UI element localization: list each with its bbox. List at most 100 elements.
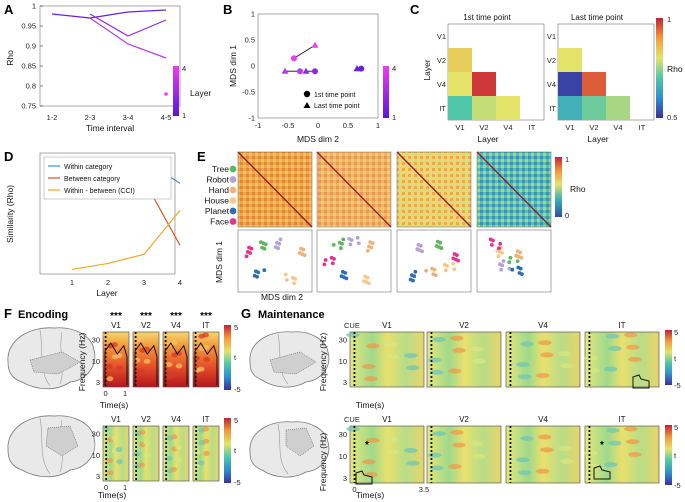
- category-label-e: Hand: [209, 185, 230, 195]
- panel-label-c: C: [410, 2, 420, 17]
- mds-point-e: [330, 261, 335, 266]
- x-axis-label-d: Layer: [96, 288, 117, 298]
- layer-title: V4: [171, 321, 181, 330]
- y-tick-label-b: -1: [248, 114, 255, 123]
- colorbar-f-top: [224, 325, 231, 390]
- panel-b: B -1 -0.5 0 0.5 1-1-0.500.51 1st time point …: [223, 2, 396, 144]
- last-timepoint-marker: [353, 65, 361, 72]
- colorbar-mid-f: t: [234, 353, 237, 362]
- mds-point-e: [501, 259, 506, 263]
- mds-point-e: [370, 241, 375, 246]
- tf-map: [349, 425, 425, 484]
- category-dot-icon: [229, 197, 237, 204]
- colorbar-bottom-f: -5: [234, 385, 241, 394]
- mds-box-v2: [316, 229, 392, 293]
- tf-blob: [404, 353, 418, 359]
- category-label-e: Planet: [205, 206, 230, 216]
- y-tick-label-a: 0.75: [21, 102, 36, 111]
- panel-label-d: D: [4, 149, 13, 164]
- category-dot-icon: [229, 176, 237, 183]
- mds-point-e: [285, 278, 289, 282]
- col-label-c: V1: [455, 123, 464, 132]
- tf-blob: [452, 442, 466, 448]
- title-first-c: 1st time point: [463, 13, 511, 22]
- row-label-c: V1: [437, 32, 446, 41]
- mds-point-e: [302, 253, 307, 258]
- x-tick-label-b: -0.5: [282, 121, 295, 130]
- mds-point-e: [283, 272, 288, 277]
- tf-blob: [558, 445, 572, 451]
- legend-d: [43, 156, 172, 200]
- colorbar-mid-g: t: [674, 354, 677, 363]
- tf-blob: [197, 366, 205, 372]
- tf-map: [349, 331, 425, 388]
- tf-blob: [175, 457, 183, 463]
- y-tick-label: 30: [339, 336, 347, 345]
- tf-blob: [608, 346, 622, 351]
- mds-point-e: [301, 247, 306, 252]
- tf-blob: [175, 351, 182, 357]
- colorbar-top-b: 4: [392, 64, 396, 73]
- mds-point-e: [518, 266, 523, 271]
- tf-blob: [138, 368, 145, 374]
- tf-blob: [346, 426, 360, 432]
- significance-stars: ***: [170, 311, 182, 322]
- tf-blob: [516, 457, 530, 463]
- tf-blob: [624, 332, 638, 338]
- series-point-a: [164, 92, 168, 96]
- x-axis-label-a: Time interval: [86, 123, 134, 133]
- mds-point-e: [413, 269, 418, 274]
- y-axis-label-f: Frequency (Hz): [77, 333, 87, 392]
- y-tick-label: 30: [92, 336, 100, 345]
- row-label-c: V2: [437, 56, 446, 65]
- colorbar-top-a: 4: [182, 64, 186, 73]
- mds-point-e: [444, 268, 448, 273]
- category-dot-icon: [229, 165, 237, 173]
- significance-contour: [355, 470, 373, 485]
- heatmap-cell-c: [558, 72, 582, 96]
- colorbar-bottom-g: -5: [674, 381, 681, 390]
- mds-point-e: [278, 237, 283, 242]
- heatmap-cell-c: [582, 72, 606, 96]
- significance-stars: ***: [140, 311, 152, 322]
- mds-point-e: [518, 250, 523, 255]
- colorbar-g-top: [665, 330, 672, 385]
- category-dot-icon: [229, 218, 237, 225]
- mds-point-e: [445, 264, 449, 268]
- tf-blob: [106, 376, 114, 382]
- tf-map: [584, 331, 660, 388]
- mds-point-e: [515, 259, 520, 263]
- tf-blob: [520, 435, 534, 441]
- tf-blob: [111, 436, 118, 442]
- mds-point-e: [519, 256, 524, 260]
- brain-icon-f-bottom: [7, 415, 96, 478]
- mds-point-e: [369, 245, 374, 250]
- panel-label-e: E: [197, 149, 206, 164]
- colorbar-bottom-f-2: -5: [234, 478, 241, 487]
- tf-blob: [116, 365, 123, 371]
- tf-blob: [432, 431, 446, 437]
- tf-blob: [175, 363, 183, 369]
- y-tick-label-b: 0.5: [245, 36, 255, 45]
- tf-blob: [518, 374, 532, 380]
- tf-blob: [138, 429, 146, 435]
- tf-blob: [202, 438, 210, 444]
- mds-point-e: [331, 243, 336, 247]
- tf-blob: [558, 351, 572, 357]
- tf-blob: [606, 427, 620, 433]
- mds-row-e: [237, 229, 552, 293]
- tf-blob: [470, 346, 484, 352]
- tf-blob: [366, 437, 380, 443]
- tf-blob: [472, 454, 486, 460]
- tf-blob: [362, 364, 376, 369]
- layer-title: V2: [459, 415, 469, 424]
- heatmap-cell-c: [496, 96, 520, 120]
- x-tick-label: 3.5: [419, 485, 429, 494]
- row-label-c: IT: [439, 104, 446, 113]
- x-tick-label-d: 4: [178, 278, 182, 287]
- col-label-c: V4: [503, 123, 512, 132]
- mds-point-e: [438, 240, 443, 245]
